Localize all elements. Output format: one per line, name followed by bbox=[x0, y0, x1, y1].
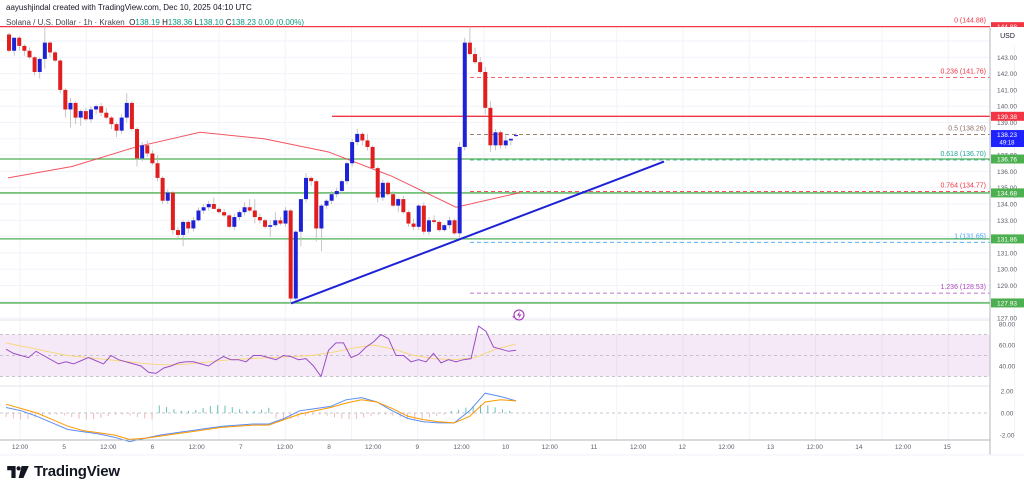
svg-text:134.68: 134.68 bbox=[997, 190, 1017, 197]
time-tick: 12:00 bbox=[12, 444, 29, 451]
svg-text:127.93: 127.93 bbox=[997, 300, 1017, 307]
price-badges: 144.88139.38138.2349:18136.76134.68131.8… bbox=[991, 22, 1024, 308]
fib-level-label: 0.764 (134.77) bbox=[940, 182, 986, 189]
svg-text:+: + bbox=[512, 315, 516, 321]
fib-level-label: 0.5 (138.26) bbox=[948, 126, 986, 133]
price-tick: 129.00 bbox=[997, 283, 1017, 290]
time-tick: 15 bbox=[944, 444, 952, 451]
time-tick: 14 bbox=[855, 444, 863, 451]
time-tick: 9 bbox=[416, 444, 420, 451]
change-value: 0.00 (0.00%) bbox=[258, 18, 305, 27]
price-tick: 143.00 bbox=[997, 55, 1017, 62]
price-tick: 130.00 bbox=[997, 267, 1017, 274]
time-tick: 6 bbox=[151, 444, 155, 451]
time-tick: 12:00 bbox=[807, 444, 824, 451]
axes[interactable]: 144.00143.00142.00141.00140.00139.00138.… bbox=[0, 28, 1024, 456]
currency-label[interactable]: USD bbox=[991, 27, 1024, 45]
svg-text:136.76: 136.76 bbox=[997, 157, 1017, 164]
flash-icon[interactable]: + bbox=[512, 309, 525, 321]
svg-text:138.23: 138.23 bbox=[997, 132, 1017, 139]
rsi-tick: 40.00 bbox=[999, 364, 1016, 371]
fib-level-label: 0.236 (141.76) bbox=[940, 69, 986, 76]
candlesticks bbox=[7, 23, 518, 304]
price-badge bbox=[991, 188, 1024, 198]
time-tick: 8 bbox=[327, 444, 331, 451]
fibonacci-retracement[interactable]: 0 (144.88) 0.236 (141.76) 0.5 (138.26) 0.61… bbox=[470, 18, 990, 294]
price-tick: 139.00 bbox=[997, 120, 1017, 127]
price-badge bbox=[991, 234, 1024, 244]
fib-level-label: 0 (144.88) bbox=[954, 18, 986, 25]
price-tick: 127.00 bbox=[997, 316, 1017, 323]
time-tick: 12:00 bbox=[100, 444, 117, 451]
rsi-tick: 60.00 bbox=[999, 343, 1016, 350]
time-tick: 5 bbox=[62, 444, 66, 451]
price-tick: 141.00 bbox=[997, 87, 1017, 94]
rsi-indicator bbox=[5, 325, 517, 378]
price-tick: 134.00 bbox=[997, 202, 1017, 209]
horizontal-lines[interactable] bbox=[0, 26, 990, 304]
time-tick: 12:00 bbox=[188, 444, 205, 451]
price-badge bbox=[991, 111, 1024, 121]
time-tick: 12:00 bbox=[365, 444, 382, 451]
macd-tick: 2.00 bbox=[1001, 389, 1014, 396]
time-tick: 12:00 bbox=[542, 444, 559, 451]
symbol-legend: Solana / U.S. Dollar · 1h · Kraken O138.… bbox=[6, 18, 305, 27]
time-tick: 12:00 bbox=[277, 444, 294, 451]
macd-tick: 0.00 bbox=[1001, 411, 1014, 418]
high-value: 138.36 bbox=[167, 18, 193, 27]
time-tick: 12:00 bbox=[630, 444, 647, 451]
price-badge bbox=[991, 298, 1024, 308]
tradingview-wordmark: TradingView bbox=[34, 463, 120, 480]
rsi-band bbox=[0, 334, 990, 414]
price-badge bbox=[991, 130, 1024, 148]
time-tick: 10 bbox=[502, 444, 510, 451]
trendline[interactable] bbox=[290, 160, 665, 305]
time-tick: 11 bbox=[591, 444, 598, 451]
open-value: 138.19 bbox=[135, 18, 160, 27]
tradingview-logo[interactable]: TradingView bbox=[7, 463, 120, 480]
low-value: 138.10 bbox=[199, 18, 224, 27]
price-tick: 133.00 bbox=[997, 218, 1017, 225]
time-tick: 12:00 bbox=[895, 444, 912, 451]
macd-tick: -2.00 bbox=[1000, 433, 1015, 440]
price-tick: 136.00 bbox=[997, 169, 1017, 176]
svg-text:139.38: 139.38 bbox=[997, 114, 1017, 121]
price-badge bbox=[991, 154, 1024, 164]
close-value: 138.23 bbox=[231, 18, 256, 27]
price-tick: 142.00 bbox=[997, 71, 1017, 78]
time-tick: 7 bbox=[239, 444, 243, 451]
macd-indicator bbox=[5, 392, 517, 443]
rsi-tick: 80.00 bbox=[999, 322, 1016, 329]
svg-text:49:18: 49:18 bbox=[999, 141, 1015, 147]
chart-grid bbox=[0, 28, 1015, 440]
price-tick: 131.00 bbox=[997, 250, 1017, 257]
time-tick: 13 bbox=[767, 444, 775, 451]
svg-text:131.86: 131.86 bbox=[997, 236, 1017, 243]
symbol-name[interactable]: Solana / U.S. Dollar · 1h · Kraken bbox=[6, 18, 125, 27]
time-tick: 12:00 bbox=[453, 444, 470, 451]
fib-level-label: 1 (131.65) bbox=[954, 233, 986, 240]
tradingview-logo-icon bbox=[7, 465, 29, 478]
price-tick: 140.00 bbox=[997, 104, 1017, 111]
moving-average bbox=[7, 131, 521, 208]
time-tick: 12 bbox=[679, 444, 687, 451]
chart-credit: aayushjindal created with TradingView.co… bbox=[6, 3, 252, 12]
fib-level-label: 1.236 (128.53) bbox=[940, 284, 986, 291]
time-tick: 12:00 bbox=[718, 444, 735, 451]
price-badge bbox=[991, 22, 1024, 32]
fib-level-label: 0.618 (136.70) bbox=[940, 151, 986, 158]
